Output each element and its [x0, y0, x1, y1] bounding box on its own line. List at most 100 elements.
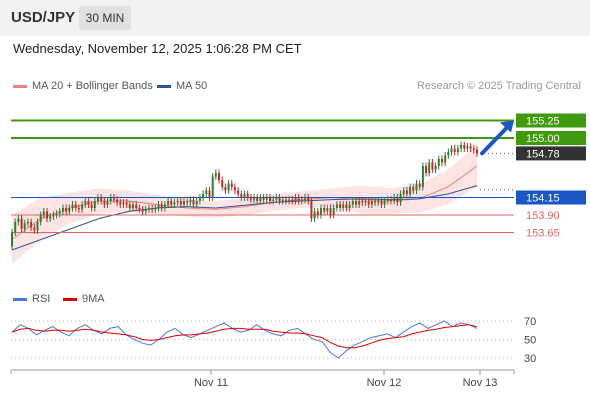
- candle-body: [335, 204, 338, 208]
- candle-body: [46, 211, 48, 219]
- candle-body: [358, 201, 361, 205]
- candle-body: [77, 208, 80, 210]
- candle-body: [364, 201, 367, 203]
- candle-body: [412, 187, 415, 191]
- candle-body: [390, 199, 392, 201]
- candle-body: [116, 199, 119, 203]
- legend-ma50: MA 50: [157, 80, 207, 92]
- candle-body: [227, 183, 230, 191]
- candle-body: [36, 222, 39, 231]
- candle-body: [339, 204, 341, 208]
- candle-body: [55, 213, 58, 215]
- candle-body: [355, 201, 357, 205]
- candle-body: [342, 204, 345, 208]
- candle-body: [370, 201, 373, 205]
- candle-body: [148, 208, 150, 210]
- candle-body: [269, 197, 271, 201]
- candle-body: [383, 201, 386, 205]
- candle-body: [240, 194, 243, 198]
- candle-body: [447, 152, 450, 156]
- rsi-tick-label: 30: [524, 353, 536, 365]
- candle-body: [307, 197, 310, 201]
- bollinger-band: [12, 145, 477, 264]
- rsi-tick-label: 70: [524, 316, 536, 328]
- legend-rsi: RSI: [13, 293, 50, 305]
- candle-body: [256, 197, 259, 201]
- candle-body: [310, 201, 313, 219]
- rsi-9ma-line: [11, 324, 478, 349]
- candle-body: [246, 194, 249, 198]
- candle-body: [198, 197, 201, 201]
- candle-body: [326, 208, 329, 212]
- candle-body: [450, 148, 453, 152]
- candle-body: [33, 227, 36, 231]
- candle-body: [456, 148, 459, 152]
- level-label-box-2: [516, 146, 586, 161]
- level-label-3: 154.15: [526, 193, 560, 205]
- candle-body: [17, 218, 20, 222]
- candle-body: [291, 199, 294, 201]
- candle-body: [154, 208, 157, 210]
- candle-body: [418, 183, 421, 187]
- candle-body: [361, 201, 364, 203]
- candle-body: [20, 218, 23, 229]
- candle-body: [163, 204, 166, 208]
- candle-body: [466, 146, 469, 149]
- candle-body: [351, 201, 354, 205]
- candle-body: [49, 216, 52, 219]
- candle-body: [93, 201, 96, 208]
- candle-body: [144, 209, 147, 212]
- candle-body: [284, 199, 287, 201]
- datetime-label: Wednesday, November 12, 2025 1:06:28 PM …: [13, 41, 302, 56]
- candle-body: [211, 176, 214, 198]
- candle-body: [179, 201, 182, 205]
- candle-body: [259, 197, 262, 201]
- candle-body: [377, 201, 380, 203]
- candle-body: [348, 204, 351, 208]
- candle-body: [431, 162, 434, 170]
- candle-body: [119, 202, 122, 205]
- candle-body: [278, 197, 281, 201]
- candle-body: [386, 199, 389, 201]
- candle-body: [275, 197, 278, 200]
- candle-body: [294, 197, 297, 201]
- x-tick-label: Nov 11: [194, 377, 228, 389]
- ma50-line: [11, 185, 478, 251]
- candle-body: [26, 222, 29, 224]
- candle-body: [441, 159, 443, 163]
- candle-body: [297, 197, 300, 201]
- ma20-swatch: [13, 84, 27, 88]
- candle-body: [472, 148, 475, 150]
- copyright-text: Research © 2025 Trading Central: [416, 80, 581, 92]
- level-label-1: 155.00: [526, 133, 560, 145]
- candle-body: [205, 190, 208, 194]
- candle-body: [415, 183, 418, 191]
- candle-body: [428, 162, 431, 173]
- candle-body: [122, 202, 125, 205]
- candle-body: [23, 223, 26, 229]
- candle-body: [316, 211, 319, 215]
- symbol-title: USD/JPY: [11, 9, 76, 26]
- candle-body: [97, 197, 99, 201]
- candle-body: [396, 197, 399, 203]
- candle-body: [58, 211, 61, 214]
- candle-body: [11, 232, 13, 247]
- candle-body: [90, 204, 93, 208]
- candle-body: [409, 187, 412, 194]
- candle-body: [151, 208, 154, 210]
- timeframe-badge[interactable]: 30 MIN: [79, 6, 131, 30]
- candle-body: [402, 190, 405, 194]
- candle-body: [265, 197, 268, 200]
- candle-body: [208, 190, 211, 198]
- level-label-box-3: [516, 190, 586, 205]
- candle-body: [380, 201, 383, 205]
- x-tick-label: Nov 12: [367, 377, 402, 389]
- candle-body: [192, 199, 195, 205]
- candle-body: [103, 201, 106, 205]
- candle-body: [224, 187, 227, 191]
- candle-body: [71, 204, 74, 208]
- legend-ma20: MA 20 + Bollinger Bands: [13, 80, 153, 92]
- candle-body: [183, 201, 185, 205]
